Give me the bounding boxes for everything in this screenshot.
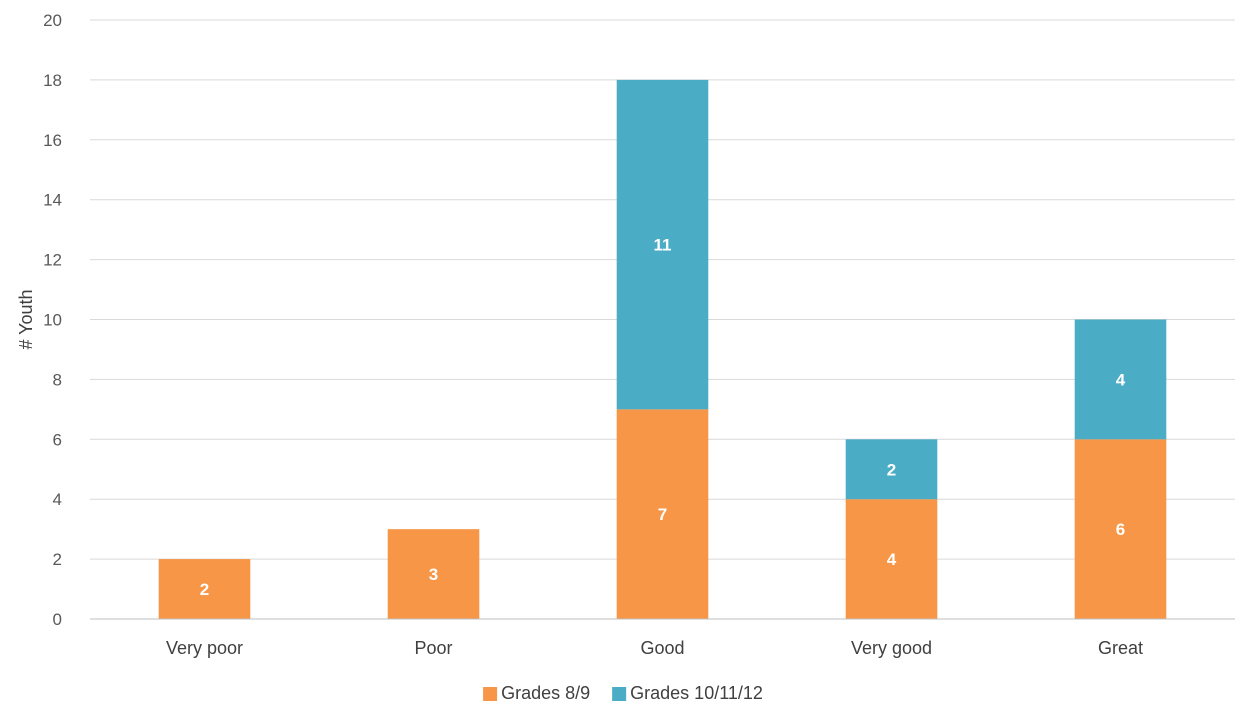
bar-segment: [158, 559, 251, 619]
data-label: 7: [658, 505, 667, 524]
bar-segment: [616, 409, 709, 619]
bars: [158, 79, 1167, 619]
y-tick-label: 16: [43, 131, 62, 150]
y-tick-label: 20: [43, 11, 62, 30]
bar-segment: [387, 529, 480, 619]
y-tick-label: 12: [43, 251, 62, 270]
y-tick-label: 8: [53, 370, 62, 389]
y-tick-label: 14: [43, 191, 62, 210]
legend-label: Grades 8/9: [501, 683, 590, 703]
data-label: 4: [887, 550, 897, 569]
legend-label: Grades 10/11/12: [630, 683, 763, 703]
x-category-label: Poor: [414, 638, 452, 658]
bar-segment: [1074, 439, 1167, 619]
y-tick-label: 0: [53, 610, 62, 629]
data-label: 3: [429, 565, 438, 584]
data-label: 4: [1116, 370, 1126, 389]
x-category-label: Very poor: [166, 638, 243, 658]
data-label: 6: [1116, 520, 1125, 539]
y-axis-ticks: 0 2 4 6 8 10 12 14 16 18 20: [43, 11, 62, 629]
bar-segment: [845, 499, 938, 619]
bar-segment: [1074, 319, 1167, 440]
x-category-label: Very good: [851, 638, 932, 658]
bar-segment: [845, 439, 938, 500]
legend: Grades 8/9 Grades 10/11/12: [483, 683, 763, 703]
y-axis-title: # Youth: [16, 289, 36, 349]
legend-swatch: [483, 687, 498, 701]
legend-swatch: [612, 687, 627, 701]
data-labels: 2 3 7 11 4 2 6 4: [200, 236, 1126, 599]
data-label: 11: [654, 236, 672, 255]
y-tick-label: 10: [43, 311, 62, 330]
y-tick-label: 2: [53, 550, 62, 569]
data-label: 2: [200, 580, 209, 599]
data-label: 2: [887, 460, 896, 479]
y-tick-label: 6: [53, 430, 62, 449]
x-category-label: Great: [1098, 638, 1143, 658]
x-axis-categories: Very poor Poor Good Very good Great: [166, 638, 1143, 658]
x-category-label: Good: [640, 638, 684, 658]
bar-segment: [616, 79, 709, 410]
y-tick-label: 4: [53, 490, 62, 509]
y-tick-label: 18: [43, 71, 62, 90]
